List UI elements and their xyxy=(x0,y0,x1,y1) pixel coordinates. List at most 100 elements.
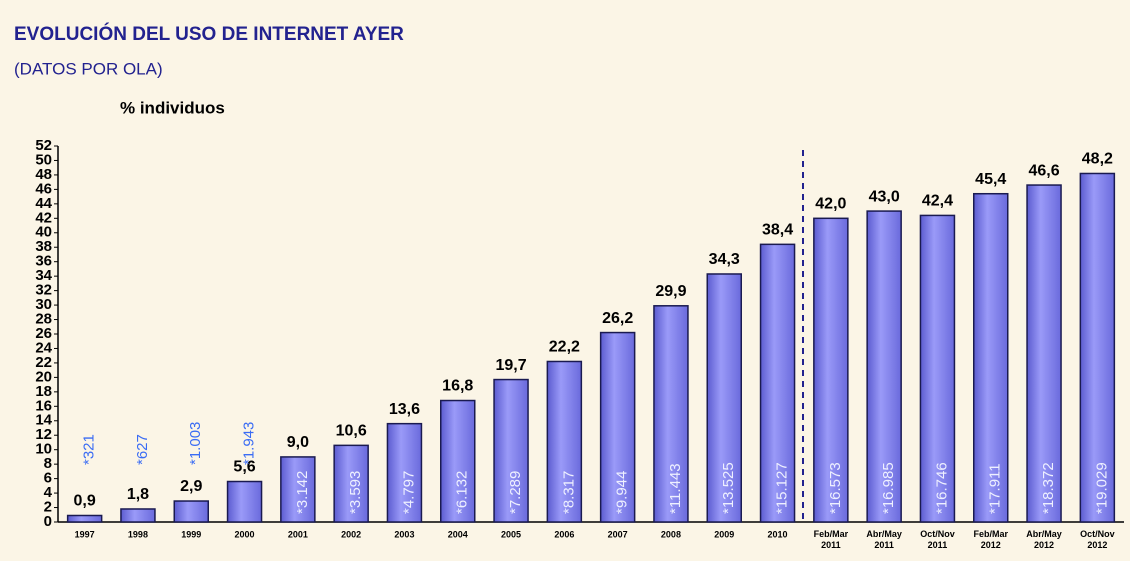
annotation: *19.029 xyxy=(1093,462,1110,514)
annotation: *9.944 xyxy=(614,471,631,514)
x-tick-label: 2008 xyxy=(661,529,681,539)
value-label: 46,6 xyxy=(1028,162,1059,179)
y-tick-label: 38 xyxy=(35,238,52,255)
chart-title: EVOLUCIÓN DEL USO DE INTERNET AYER xyxy=(14,23,404,45)
y-axis-label: % individuos xyxy=(120,98,225,117)
value-label: 2,9 xyxy=(180,478,202,495)
y-tick-label: 16 xyxy=(35,397,52,414)
bar xyxy=(919,214,956,523)
annotation: *18.372 xyxy=(1040,462,1057,514)
bar xyxy=(386,422,423,523)
bar xyxy=(813,217,849,523)
y-tick-label: 50 xyxy=(35,151,52,168)
y-tick-label: 6 xyxy=(44,470,52,487)
y-tick-label: 52 xyxy=(35,137,52,154)
x-tick-label: 1999 xyxy=(181,529,201,539)
value-label: 9,0 xyxy=(287,434,309,451)
value-label: 10,6 xyxy=(336,423,367,440)
annotation: *3.142 xyxy=(294,471,311,514)
y-tick-label: 0 xyxy=(44,513,52,530)
y-tick-label: 30 xyxy=(35,296,52,313)
bar xyxy=(759,243,796,523)
bar xyxy=(173,500,209,523)
value-label: 5,6 xyxy=(233,459,255,476)
y-tick-label: 2 xyxy=(44,499,52,516)
annotation: *16.573 xyxy=(827,462,844,514)
bar xyxy=(653,305,689,523)
y-tick-label: 4 xyxy=(44,484,53,501)
x-tick-label: Oct/Nov 2012 xyxy=(1080,529,1115,550)
value-label: 16,8 xyxy=(442,378,473,395)
annotation: *3.593 xyxy=(347,471,364,514)
annotation: *1.943 xyxy=(241,422,258,465)
x-tick-label: 2001 xyxy=(288,529,308,539)
value-label: 48,2 xyxy=(1082,151,1113,168)
bar xyxy=(866,210,902,523)
bar xyxy=(973,192,1009,523)
value-label: 45,4 xyxy=(975,171,1006,188)
x-tick-label: 2010 xyxy=(768,529,788,539)
x-tick-label: 2002 xyxy=(341,529,361,539)
bar xyxy=(226,480,263,523)
value-label: 29,9 xyxy=(655,283,686,300)
bar xyxy=(706,273,742,523)
x-tick-label: Abr/May 2011 xyxy=(866,529,902,550)
annotation: *15.127 xyxy=(774,462,791,514)
annotation: *16.746 xyxy=(933,462,950,514)
x-tick-label: 2005 xyxy=(501,529,521,539)
x-tick-label: 2009 xyxy=(714,529,734,539)
annotation: *16.985 xyxy=(880,462,897,514)
y-tick-label: 8 xyxy=(44,455,52,472)
x-tick-label: 2007 xyxy=(608,529,628,539)
x-tick-label: 2004 xyxy=(448,529,468,539)
y-tick-label: 44 xyxy=(35,195,52,212)
annotation: *6.132 xyxy=(454,471,471,514)
y-tick-label: 36 xyxy=(35,253,52,270)
bar xyxy=(333,444,369,523)
value-label: 19,7 xyxy=(495,357,526,374)
y-tick-label: 24 xyxy=(35,339,52,356)
annotation: *7.289 xyxy=(507,471,524,514)
bar xyxy=(493,378,529,523)
annotation: *13.525 xyxy=(720,462,737,514)
y-tick-label: 28 xyxy=(35,311,52,328)
x-tick-label: Feb/Mar 2011 xyxy=(814,529,849,550)
x-tick-label: Abr/May 2012 xyxy=(1026,529,1062,550)
y-tick-label: 14 xyxy=(35,412,52,429)
chart-subtitle: (DATOS POR OLA) xyxy=(14,59,163,78)
y-tick-label: 46 xyxy=(35,180,52,197)
x-tick-label: Oct/Nov 2011 xyxy=(920,529,955,550)
x-tick-label: 1998 xyxy=(128,529,148,539)
y-tick-label: 10 xyxy=(35,441,52,458)
bar xyxy=(280,456,316,523)
x-tick-label: 2000 xyxy=(235,529,255,539)
value-label: 42,0 xyxy=(815,196,846,213)
value-label: 26,2 xyxy=(602,310,633,327)
x-tick-label: 2006 xyxy=(554,529,574,539)
bar xyxy=(1079,172,1116,523)
value-label: 1,8 xyxy=(127,486,149,503)
value-label: 38,4 xyxy=(762,222,793,239)
value-label: 13,6 xyxy=(389,401,420,418)
y-tick-label: 12 xyxy=(35,426,52,443)
y-tick-label: 26 xyxy=(35,325,52,342)
annotation: *627 xyxy=(134,434,151,465)
y-tick-label: 20 xyxy=(35,368,52,385)
y-tick-label: 42 xyxy=(35,209,52,226)
value-label: 0,9 xyxy=(74,493,96,510)
bar xyxy=(440,399,476,523)
y-tick-label: 32 xyxy=(35,282,52,299)
bar xyxy=(1026,184,1062,523)
x-tick-label: Feb/Mar 2012 xyxy=(973,529,1008,550)
value-label: 22,2 xyxy=(549,339,580,356)
value-label: 43,0 xyxy=(869,188,900,205)
y-tick-label: 22 xyxy=(35,354,52,371)
y-tick-label: 18 xyxy=(35,383,52,400)
bar xyxy=(599,331,636,523)
annotation: *11.443 xyxy=(667,463,684,514)
x-tick-label: 1997 xyxy=(75,529,95,539)
annotation: *17.911 xyxy=(987,463,1004,514)
annotation: *4.797 xyxy=(400,471,417,514)
bar xyxy=(120,508,156,523)
